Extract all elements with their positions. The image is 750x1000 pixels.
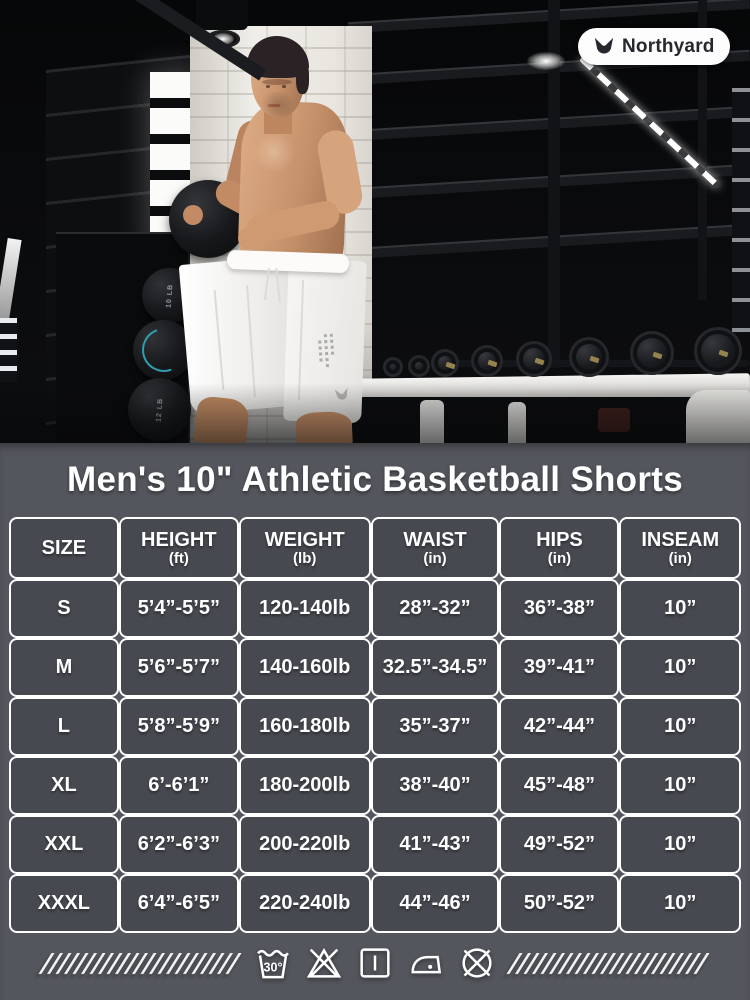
value-cell: 10” [619,579,741,638]
table-row: L 5’8”-5’9” 160-180lb 35”-37” 42”-44” 10” [9,697,741,756]
chest-highlight [252,132,296,172]
dumbbell [408,355,430,377]
table-row: XL 6’-6’1” 180-200lb 38”-40” 45”-48” 10” [9,756,741,815]
column-header: INSEAM (in) [619,517,741,579]
size-cell: S [9,579,119,638]
value-cell: 10” [619,874,741,933]
value-cell: 50”-52” [499,874,620,933]
medicine-ball [133,320,194,380]
table-row: S 5’4”-5’5” 120-140lb 28”-32” 36”-38” 10” [9,579,741,638]
svg-text:30°: 30° [264,960,283,974]
size-cell: XL [9,756,119,815]
column-header: SIZE [9,517,119,579]
dumbbell [383,357,403,377]
man-hair-side [296,62,309,94]
brand-badge: Northyard [578,28,730,65]
value-cell: 5’8”-5’9” [118,697,239,756]
weight-tag [718,349,729,358]
machine-wash-30-icon: 30° [257,949,289,979]
column-header: WEIGHT (lb) [238,517,371,579]
product-title: Men's 10" Athletic Basketball Shorts [67,460,683,499]
value-cell: 6’-6’1” [118,756,239,815]
value-cell: 28”-32” [370,579,500,638]
brand-logo-icon [594,37,614,54]
ceiling-post [698,0,707,300]
decorative-hatch-right [506,952,712,974]
size-cell: M [9,638,119,697]
brand-name: Northyard [622,35,715,57]
ball-weight-label: 10 LB [164,283,175,308]
value-cell: 45”-48” [499,756,620,815]
value-cell: 42”-44” [499,697,620,756]
table-row: XXL 6’2”-6’3” 200-220lb 41”-43” 49”-52” 10” [9,815,741,874]
value-cell: 220-240lb [238,874,371,933]
drip-dry-icon [360,948,390,978]
value-cell: 10” [619,638,741,697]
value-cell: 200-220lb [238,815,371,874]
care-instructions-row: 30° [0,943,750,983]
weight-tag [652,351,663,360]
value-cell: 180-200lb [238,756,371,815]
value-cell: 5’6”-5’7” [118,638,239,697]
weight-tag [534,357,545,366]
value-cell: 41”-43” [370,815,500,874]
weight-tag [487,359,498,368]
brow-shadow [262,79,292,85]
value-cell: 120-140lb [238,579,371,638]
dumbbell [630,331,674,375]
value-cell: 160-180lb [238,697,371,756]
iron-icon [411,955,442,974]
table-row: XXXL 6’4”-6’5” 220-240lb 44”-46” 50”-52” 10” [9,874,741,933]
value-cell: 32.5”-34.5” [370,638,500,697]
info-panel: Men's 10" Athletic Basketball Shorts SIZ… [0,443,750,1000]
ceiling-post [548,0,560,368]
shorts-dot-logo [318,333,335,368]
man-right-hand [183,205,203,225]
dumbbell [694,327,742,375]
dumbbell [516,341,552,377]
eye [266,85,270,88]
decorative-hatch-left [38,952,244,974]
hero-photo: 10 LB 12 LB [0,0,750,443]
size-cell: XXXL [9,874,119,933]
column-header: HEIGHT (ft) [118,517,239,579]
value-cell: 49”-52” [499,815,620,874]
value-cell: 5’4”-5’5” [118,579,239,638]
right-edge-shelf [732,88,750,333]
spotlight-mount [196,0,248,30]
value-cell: 38”-40” [370,756,500,815]
value-cell: 36”-38” [499,579,620,638]
dumbbell [569,337,609,377]
care-icons: 30° [253,943,497,983]
size-cell: L [9,697,119,756]
left-window-slats [0,318,17,382]
do-not-bleach-icon [306,948,342,978]
dumbbell [471,345,503,377]
value-cell: 6’4”-6’5” [118,874,239,933]
mouth [268,104,280,107]
man-left-hand [238,228,259,249]
size-cell: XXL [9,815,119,874]
value-cell: 44”-46” [370,874,500,933]
eye [282,85,286,88]
value-cell: 10” [619,756,741,815]
value-cell: 140-160lb [238,638,371,697]
size-chart-table: SIZE HEIGHT (ft) WEIGHT (lb) WAIST (in) HIPS (in… [9,517,741,933]
value-cell: 10” [619,815,741,874]
dumbbell [431,349,459,377]
value-cell: 10” [619,697,741,756]
column-header: HIPS (in) [499,517,620,579]
ceiling-light [527,52,565,70]
weight-tag [589,355,600,364]
value-cell: 6’2”-6’3” [118,815,239,874]
do-not-dry-clean-icon [462,948,492,978]
value-cell: 35”-37” [370,697,500,756]
weight-tag [444,361,456,370]
table-row: M 5’6”-5’7” 140-160lb 32.5”-34.5” 39”-41” 10” [9,638,741,697]
column-header: WAIST (in) [370,517,500,579]
photo-vignette [0,383,750,443]
value-cell: 39”-41” [499,638,620,697]
